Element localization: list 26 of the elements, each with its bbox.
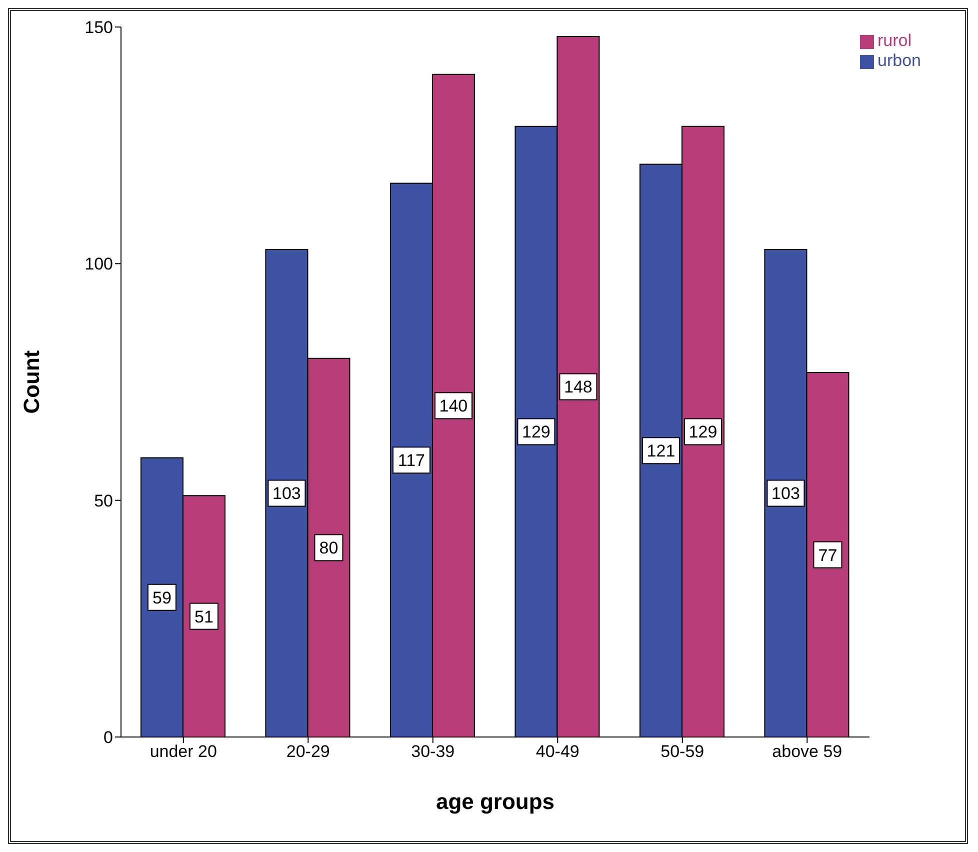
data-label: 77 [818, 546, 838, 565]
x-tick-label: under 20 [150, 742, 217, 762]
x-tick-label: 40-49 [536, 742, 580, 762]
data-label: 117 [398, 451, 426, 470]
y-tick-label: 150 [84, 18, 113, 38]
legend-label: rurol [878, 31, 912, 50]
y-tick-label: 50 [94, 491, 113, 510]
x-tick-label: 50-59 [660, 742, 704, 762]
legend-label: urbon [878, 51, 921, 70]
data-label: 51 [194, 607, 214, 626]
y-tick-label: 100 [84, 254, 113, 274]
data-label: 121 [646, 442, 676, 461]
data-label: 80 [319, 538, 338, 558]
x-tick-label: 20-29 [286, 742, 330, 762]
data-label: 103 [272, 484, 301, 504]
data-label: 148 [564, 378, 592, 397]
x-tick-label: 30-39 [411, 742, 455, 762]
x-tick-label: above 59 [772, 742, 842, 762]
x-axis-title: age groups [436, 789, 555, 814]
data-label: 103 [772, 484, 800, 504]
data-label: 140 [439, 396, 468, 416]
data-label: 59 [152, 588, 172, 608]
y-axis-title: Count [18, 350, 44, 414]
y-tick-label: 0 [104, 728, 113, 748]
data-label: 129 [522, 422, 550, 442]
data-label: 129 [688, 422, 718, 442]
